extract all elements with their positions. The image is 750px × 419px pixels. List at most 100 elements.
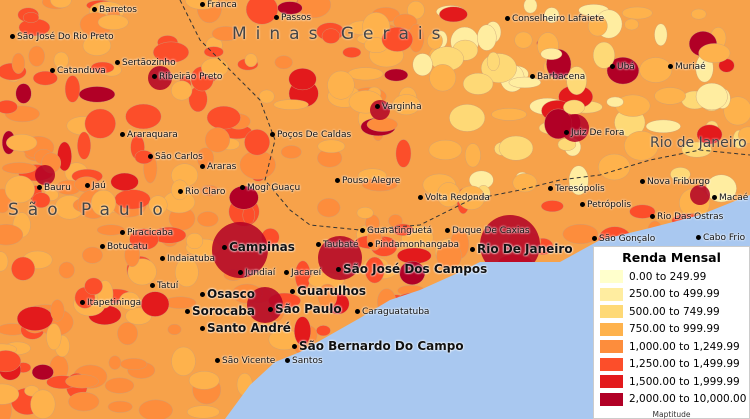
state-border xyxy=(179,0,750,231)
city-label[interactable]: São José Do Rio Preto xyxy=(10,32,114,43)
legend-title: Renda Mensal xyxy=(622,250,721,265)
municipality-area xyxy=(90,189,117,217)
city-label[interactable]: Catanduva xyxy=(50,66,106,77)
city-label[interactable]: Araraquara xyxy=(120,130,178,141)
city-label[interactable]: Jaú xyxy=(85,181,106,192)
city-label[interactable]: Pindamonhangaba xyxy=(368,240,459,251)
city-name: Araraquara xyxy=(127,130,178,140)
city-label[interactable]: Rio Das Ostras xyxy=(650,212,723,223)
city-name: Araras xyxy=(207,162,237,172)
municipality-area xyxy=(77,131,91,160)
city-label[interactable]: Barbacena xyxy=(530,72,585,83)
city-label[interactable]: Juiz De Fora xyxy=(564,128,624,139)
municipality-area xyxy=(118,291,140,310)
city-label[interactable]: Rio Claro xyxy=(178,187,225,198)
city-label[interactable]: Jacareí xyxy=(284,268,321,279)
municipality-area xyxy=(486,51,500,71)
municipality-area xyxy=(171,80,193,101)
city-label[interactable]: Osasco xyxy=(200,287,255,302)
city-label[interactable]: Santo André xyxy=(200,321,291,336)
city-label[interactable]: Nova Friburgo xyxy=(640,177,710,188)
city-label[interactable]: Tatuí xyxy=(150,281,178,292)
city-label[interactable]: São Paulo xyxy=(268,302,342,317)
municipality-area xyxy=(140,291,170,317)
city-label[interactable]: Araras xyxy=(200,162,236,173)
city-label[interactable]: Petrópolis xyxy=(580,200,631,211)
municipality-area xyxy=(654,87,686,105)
municipality-area xyxy=(65,374,99,389)
city-label[interactable]: Barretos xyxy=(92,5,137,16)
city-marker-icon xyxy=(580,202,585,207)
city-marker-icon xyxy=(668,64,673,69)
city-name: São José Do Rio Preto xyxy=(17,32,114,42)
city-label[interactable]: Piracicaba xyxy=(120,228,173,239)
city-marker-icon xyxy=(505,16,510,21)
municipality-area xyxy=(138,399,173,419)
city-label[interactable]: Franca xyxy=(200,0,237,11)
city-label[interactable]: Conselheiro Lafaiete xyxy=(505,14,604,25)
city-label[interactable]: Volta Redonda xyxy=(418,193,490,204)
city-label[interactable]: Santos xyxy=(285,356,323,367)
city-label[interactable]: Passos xyxy=(274,13,311,24)
city-label[interactable]: Caraguatatuba xyxy=(355,307,429,318)
municipality-area xyxy=(464,143,481,168)
city-name: Jacareí xyxy=(291,268,322,278)
city-label[interactable]: Varginha xyxy=(375,102,422,113)
city-marker-icon xyxy=(178,189,183,194)
city-label[interactable]: São José Dos Campos xyxy=(336,262,487,277)
city-label[interactable]: Botucatu xyxy=(100,242,148,253)
municipality-area xyxy=(97,14,129,30)
legend-item: 0.00 to 249.99 xyxy=(594,268,749,286)
legend-swatch xyxy=(600,357,623,371)
municipality-area xyxy=(11,256,36,281)
city-label[interactable]: Guarulhos xyxy=(290,284,366,299)
city-label[interactable]: São Vicente xyxy=(215,356,275,367)
city-label[interactable]: Itapetininga xyxy=(80,298,141,309)
city-label[interactable]: Jundiaí xyxy=(238,268,275,279)
city-label[interactable]: Macaé xyxy=(712,193,748,204)
legend-credit: Maptitude xyxy=(652,410,691,419)
municipality-area xyxy=(508,76,542,89)
municipality-area xyxy=(78,86,116,103)
city-label[interactable]: Duque De Caxias xyxy=(445,226,530,237)
city-label[interactable]: Indaiatuba xyxy=(160,254,215,265)
city-label[interactable]: Muriaé xyxy=(668,62,706,73)
city-label[interactable]: São Gonçalo xyxy=(592,234,655,245)
city-marker-icon xyxy=(530,74,535,79)
city-name: Muriaé xyxy=(675,62,706,72)
city-name: Poços De Caldas xyxy=(277,130,352,140)
legend-swatch xyxy=(600,392,623,406)
municipality-area xyxy=(211,26,240,42)
city-label[interactable]: Sertãozinho xyxy=(115,58,176,69)
municipality-area xyxy=(4,175,35,204)
legend-label: 2,000.00 to 10,000.00 xyxy=(629,393,747,406)
municipality-area xyxy=(723,96,750,126)
city-label[interactable]: Bauru xyxy=(37,183,71,194)
city-label[interactable]: Poços De Caldas xyxy=(270,130,351,141)
city-label[interactable]: Rio De Janeiro xyxy=(470,242,573,257)
city-label[interactable]: São Bernardo Do Campo xyxy=(292,339,464,354)
city-label[interactable]: Teresópolis xyxy=(548,184,605,195)
city-label[interactable]: Campinas xyxy=(222,240,295,255)
municipality-area xyxy=(428,139,463,160)
legend-label: 1,000.00 to 1,249.99 xyxy=(629,340,740,353)
high-income-area xyxy=(561,114,589,142)
city-label[interactable]: Mogi Guaçu xyxy=(240,183,300,194)
city-marker-icon xyxy=(640,179,645,184)
municipality-area xyxy=(104,377,135,394)
city-marker-icon xyxy=(37,185,42,190)
municipality-area xyxy=(245,0,279,25)
city-label[interactable]: Pouso Alegre xyxy=(335,176,400,187)
city-label[interactable]: São Carlos xyxy=(148,152,203,163)
municipality-area xyxy=(1,162,37,174)
city-marker-icon xyxy=(360,228,365,233)
city-label[interactable]: Ribeirão Preto xyxy=(152,72,222,83)
legend-label: 1,500.00 to 1,999.99 xyxy=(629,375,740,388)
city-label[interactable]: Taubaté xyxy=(316,240,359,251)
city-label[interactable]: Ubá xyxy=(610,62,635,73)
city-name: Juiz De Fora xyxy=(571,128,625,138)
city-label[interactable]: Cabo Frio xyxy=(696,233,745,244)
city-label[interactable]: Guaratinguetá xyxy=(360,226,432,237)
city-label[interactable]: Sorocaba xyxy=(185,304,255,319)
